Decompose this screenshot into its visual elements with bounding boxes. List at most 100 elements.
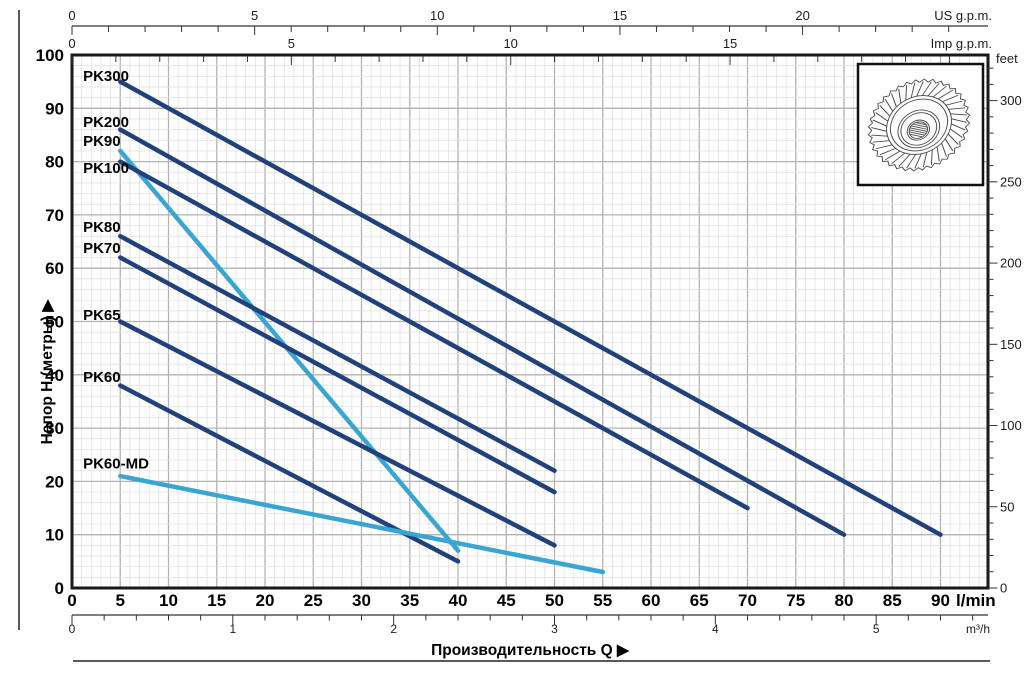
pump-curves [118, 79, 943, 575]
lmin-tick-label: 0 [67, 591, 76, 610]
m3h-tick-label: 0 [69, 622, 76, 636]
meters-tick-label: 100 [36, 46, 64, 65]
lmin-tick-label: 65 [690, 591, 709, 610]
lmin-tick-label: 60 [642, 591, 661, 610]
lmin-tick-label: 10 [159, 591, 178, 610]
curve-label-PK90: PK90 [83, 133, 121, 150]
impeller-blade [932, 85, 947, 98]
feet-unit-label: feet [996, 51, 1018, 66]
impeller-blade [948, 107, 966, 110]
lmin-tick-label: 90 [931, 591, 950, 610]
m3h-tick-label: 1 [229, 622, 236, 636]
impeller-shaft-hatch [910, 125, 928, 130]
impeller-blade [947, 133, 959, 145]
meters-tick-label: 90 [45, 99, 64, 118]
lmin-tick-label: 20 [256, 591, 275, 610]
impeller-frame [856, 62, 985, 187]
impeller-blade [950, 123, 966, 131]
impeller-shaft-hatch [909, 129, 927, 134]
imp-gpm-unit-label: Imp g.p.m. [931, 36, 992, 51]
lmin-tick-label: 75 [786, 591, 805, 610]
impeller-blade [930, 149, 933, 165]
curve-PK80 [118, 233, 557, 473]
m3h-tick-label: 4 [712, 622, 719, 636]
feet-tick-label: 0 [1000, 581, 1007, 596]
impeller-blade [879, 105, 891, 117]
impeller-blade [872, 119, 888, 127]
impeller-blade [898, 88, 902, 104]
meters-tick-label: 10 [45, 526, 64, 545]
us-gpm-tick-label: 0 [68, 8, 75, 23]
impeller-ring [886, 95, 952, 155]
impeller-shaft-hatch [915, 122, 927, 126]
curve-PK60-MD [118, 473, 606, 575]
curve-PK300 [118, 79, 943, 537]
curve-label-PK200: PK200 [83, 114, 129, 131]
impeller-blade [884, 98, 894, 112]
meters-tick-label: 50 [45, 313, 64, 332]
impeller-blade [884, 150, 901, 161]
feet-tick-label: 100 [1000, 418, 1022, 433]
impeller-shaft-hatch [912, 123, 928, 128]
meters-tick-label: 60 [45, 259, 64, 278]
imp-gpm-tick-label: 10 [503, 36, 517, 51]
us-gpm-tick-label: 15 [613, 8, 627, 23]
impeller-blade [942, 94, 959, 103]
feet-tick-label: 300 [1000, 93, 1022, 108]
impeller-blade [898, 153, 911, 167]
curve-PK200 [118, 127, 847, 537]
feet-tick-label: 150 [1000, 337, 1022, 352]
impeller-blade [879, 147, 896, 156]
imp-gpm-tick-label: 5 [288, 36, 295, 51]
impeller-hub [900, 112, 938, 146]
feet-tick-label: 200 [1000, 256, 1022, 271]
curve-label-PK300: PK300 [83, 68, 129, 85]
lmin-tick-label: 45 [497, 591, 516, 610]
impeller-shaft-hatch [909, 133, 923, 138]
impeller-blade [921, 81, 932, 96]
impeller-blade [936, 146, 940, 162]
curve-label-PK60-MD: PK60-MD [83, 455, 149, 472]
impeller-shaft [906, 119, 930, 141]
impeller-blade [905, 85, 908, 101]
impeller-blade [872, 140, 890, 143]
impeller-rim [867, 78, 971, 172]
impeller-shaft-hatch [909, 127, 928, 132]
us-gpm-unit-label: US g.p.m. [934, 8, 992, 23]
curve-label-PK70: PK70 [83, 240, 121, 257]
impeller-blade [875, 144, 893, 150]
lmin-tick-label: 5 [116, 591, 125, 610]
feet-tick-label: 250 [1000, 174, 1022, 189]
impeller-blade [916, 81, 924, 97]
us-gpm-tick-label: 20 [795, 8, 809, 23]
m3h-tick-label: 5 [873, 622, 880, 636]
impeller-blade [871, 127, 887, 132]
curve-label-PK80: PK80 [83, 219, 121, 236]
impeller-blade [922, 152, 928, 168]
lmin-unit-label: l/min [956, 591, 996, 610]
m3h-tick-label: 3 [551, 622, 558, 636]
impeller-blade [941, 142, 947, 157]
feet-tick-label: 50 [1000, 499, 1014, 514]
plot-border [70, 53, 990, 590]
impeller-blade [891, 93, 897, 108]
impeller-blade [949, 128, 963, 138]
x-axis-title: Производительность Q ▶ [431, 642, 630, 659]
lmin-tick-label: 50 [545, 591, 564, 610]
imp-gpm-tick-label: 0 [68, 36, 75, 51]
impeller-blade [950, 113, 967, 116]
curve-PK100 [118, 159, 750, 511]
lmin-tick-label: 35 [400, 591, 419, 610]
meters-tick-label: 0 [55, 579, 64, 598]
impeller-blade [951, 118, 967, 123]
m3h-unit-label: m³/h [966, 622, 990, 636]
curve-PK70 [118, 255, 557, 495]
impeller-illustration [867, 78, 971, 172]
m3h-tick-label: 2 [390, 622, 397, 636]
impeller-blade [891, 152, 906, 165]
y-axis-title: Напор H (метры) ▶ [39, 299, 56, 445]
lmin-tick-label: 40 [449, 591, 468, 610]
impeller-box [856, 62, 985, 187]
